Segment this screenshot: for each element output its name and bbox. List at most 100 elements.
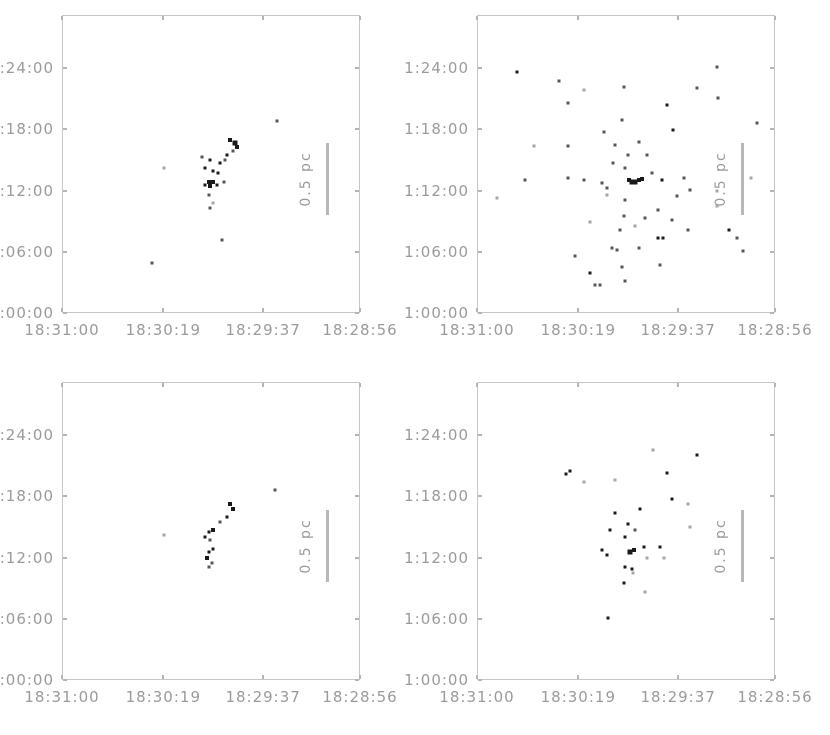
scatter-point — [231, 506, 236, 511]
scatter-point — [162, 166, 166, 170]
scatter-point — [568, 469, 572, 473]
tick-mark — [478, 617, 482, 620]
scatter-point — [645, 153, 649, 157]
tick-mark — [476, 383, 478, 387]
y-tick-label: 1:12:00 — [0, 548, 54, 567]
scatter-point — [629, 179, 635, 185]
x-tick-label: 18:31:00 — [24, 321, 100, 339]
scatter-point — [622, 85, 626, 89]
scatter-point — [623, 535, 627, 539]
x-tick-label: 18:28:56 — [737, 321, 813, 339]
scatter-point — [208, 538, 212, 542]
tick-mark — [476, 675, 478, 679]
y-tick-label: 1:18:00 — [404, 487, 469, 506]
scatter-point — [611, 161, 615, 165]
y-tick-label: 1:18:00 — [0, 487, 54, 506]
scatter-point — [222, 180, 226, 184]
scatter-point — [582, 88, 586, 92]
tick-mark — [63, 67, 67, 70]
x-tick-label: 18:29:37 — [225, 688, 301, 706]
scatter-point — [715, 65, 719, 69]
scatter-point — [636, 178, 641, 183]
x-tick-label: 18:31:00 — [439, 321, 515, 339]
tick-mark — [63, 617, 67, 620]
scatter-point — [645, 556, 649, 560]
scatter-point — [656, 208, 660, 212]
scatter-point — [225, 153, 229, 157]
scatter-point — [632, 179, 638, 185]
scatter-point — [660, 178, 664, 182]
scale-bar — [740, 510, 744, 583]
scatter-point — [749, 176, 753, 180]
scatter-point — [204, 556, 209, 561]
tick-mark — [355, 617, 359, 620]
tick-mark — [359, 383, 361, 387]
scatter-point — [216, 171, 220, 175]
x-tick-label: 18:30:19 — [125, 321, 201, 339]
scatter-point — [564, 472, 568, 476]
scatter-point — [610, 246, 614, 250]
scatter-point — [626, 522, 630, 526]
scatter-point — [234, 145, 239, 150]
scatter-point — [688, 188, 692, 192]
scatter-point — [620, 265, 624, 268]
tick-mark — [162, 308, 165, 312]
tick-mark — [476, 16, 478, 20]
scatter-point — [207, 530, 211, 534]
scatter-point — [643, 216, 647, 220]
x-tick-label: 18:29:37 — [640, 688, 716, 706]
scatter-point — [588, 271, 592, 275]
tick-mark — [61, 16, 63, 20]
scatter-point — [218, 161, 222, 165]
scatter-point — [675, 194, 679, 198]
scatter-point — [658, 545, 662, 549]
tick-mark — [677, 308, 680, 312]
scatter-point — [605, 553, 609, 557]
tick-mark — [577, 383, 580, 387]
tick-mark — [355, 495, 359, 498]
tick-mark — [478, 556, 482, 559]
tick-mark — [63, 556, 67, 559]
scatter-point — [656, 236, 660, 240]
scatter-point — [602, 130, 606, 134]
y-tick-label: 1:06:00 — [404, 242, 469, 261]
scatter-point — [211, 547, 215, 551]
scatter-point — [623, 279, 627, 283]
scatter-point — [203, 535, 207, 539]
y-tick-label: 1:24:00 — [0, 59, 54, 78]
scatter-point — [662, 556, 666, 560]
scatter-point — [218, 520, 222, 524]
scatter-point — [207, 193, 211, 197]
scale-bar-label: 0.5 pc — [298, 518, 315, 574]
scatter-point — [623, 198, 627, 202]
x-tick-label: 18:31:00 — [439, 688, 515, 706]
scatter-point — [582, 480, 586, 484]
plot-area-top-left — [62, 15, 360, 313]
scatter-point — [228, 137, 233, 142]
tick-mark — [770, 679, 774, 681]
y-tick-label: 1:12:00 — [0, 181, 54, 200]
scatter-point — [637, 246, 641, 250]
y-tick-label: 1:00:00 — [0, 304, 54, 322]
tick-mark — [770, 250, 774, 253]
y-tick-label: 1:00:00 — [404, 304, 469, 322]
tick-mark — [162, 383, 165, 387]
x-tick-label: 18:28:56 — [322, 688, 398, 706]
scatter-point — [211, 169, 215, 173]
tick-mark — [774, 383, 776, 387]
tick-mark — [355, 250, 359, 253]
tick-mark — [61, 383, 63, 387]
scatter-point — [686, 228, 690, 232]
scatter-point — [631, 571, 635, 575]
scatter-point — [755, 121, 759, 125]
tick-mark — [478, 495, 482, 498]
scatter-point — [661, 236, 665, 240]
scatter-point — [593, 283, 597, 287]
tick-mark — [677, 383, 680, 387]
tick-mark — [262, 383, 265, 387]
scale-bar — [325, 510, 329, 583]
scatter-point — [600, 181, 604, 185]
scatter-point — [627, 549, 633, 555]
tick-mark — [355, 312, 359, 314]
